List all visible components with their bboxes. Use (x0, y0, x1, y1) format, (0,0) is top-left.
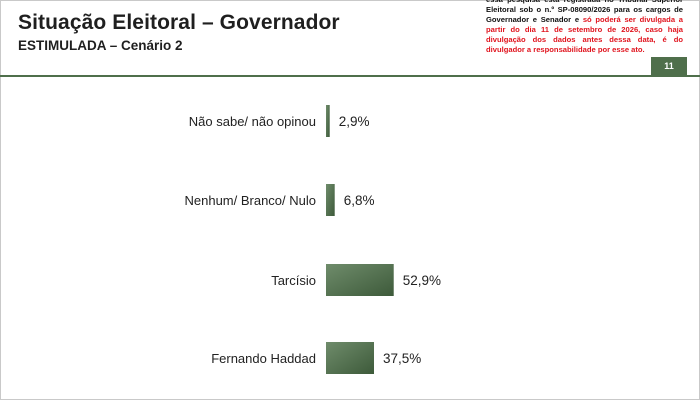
legal-notice-text: essa pesquisa está registrada no Tribuna… (486, 0, 683, 24)
bar-2 (326, 264, 394, 296)
page-subtitle: ESTIMULADA – Cenário 2 (18, 38, 183, 53)
data-label: 52,9% (403, 273, 441, 288)
category-label: Fernando Haddad (211, 351, 316, 366)
category-label: Não sabe/ não opinou (189, 114, 316, 129)
data-label: 6,8% (344, 193, 375, 208)
header-divider (0, 75, 700, 77)
data-label: 37,5% (383, 351, 421, 366)
legal-notice: essa pesquisa está registrada no Tribuna… (486, 0, 683, 55)
page-number: 11 (651, 57, 687, 75)
page-title: Situação Eleitoral – Governador (18, 11, 340, 34)
data-label: 2,9% (339, 114, 370, 129)
category-label: Nenhum/ Branco/ Nulo (184, 193, 316, 208)
legal-notice-warning: só poderá ser divulgada a partir do dia … (486, 15, 683, 54)
category-label: Tarcísio (271, 273, 316, 288)
bar-3 (326, 342, 374, 374)
bar-0 (326, 105, 330, 137)
bar-1 (326, 184, 335, 216)
